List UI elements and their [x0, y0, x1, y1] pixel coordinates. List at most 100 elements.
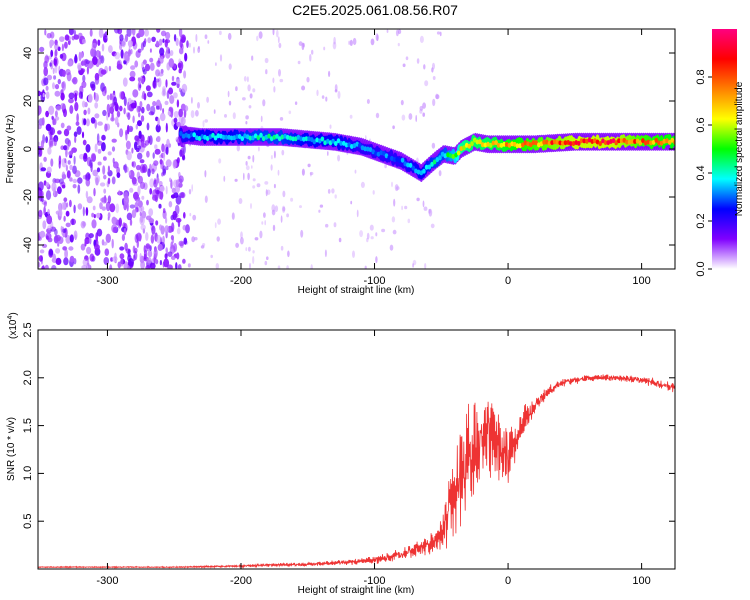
noise-speckle — [164, 253, 168, 259]
signal-cell — [360, 145, 365, 151]
noise-speckle — [391, 216, 396, 223]
signal-cell — [448, 153, 453, 159]
signal-cell — [299, 136, 303, 142]
signal-cell — [224, 134, 229, 140]
signal-cell — [491, 140, 496, 146]
signal-cell — [350, 144, 354, 149]
noise-speckle — [107, 165, 110, 173]
noise-speckle — [46, 235, 49, 240]
noise-speckle — [54, 84, 60, 90]
noise-speckle — [250, 203, 252, 209]
noise-speckle — [171, 81, 177, 86]
noise-speckle — [119, 105, 123, 112]
noise-speckle — [80, 60, 85, 66]
noise-speckle — [86, 246, 92, 255]
noise-speckle — [309, 171, 314, 176]
noise-speckle — [286, 265, 289, 269]
signal-cell — [670, 137, 675, 143]
noise-speckle — [119, 246, 125, 251]
noise-speckle — [43, 201, 47, 207]
noise-speckle — [127, 40, 133, 48]
noise-speckle — [55, 234, 61, 242]
noise-speckle — [66, 125, 72, 131]
noise-speckle — [369, 224, 374, 231]
noise-speckle — [234, 178, 238, 182]
noise-speckle — [126, 29, 132, 37]
noise-speckle — [227, 32, 232, 41]
noise-speckle — [53, 56, 59, 67]
noise-speckle — [316, 89, 319, 97]
noise-speckle — [52, 253, 57, 263]
signal-cell — [261, 136, 266, 142]
noise-speckle — [204, 119, 208, 123]
noise-speckle — [149, 262, 156, 269]
noise-speckle — [43, 77, 49, 86]
noise-speckle — [116, 110, 121, 118]
noise-speckle — [97, 121, 103, 126]
noise-speckle — [111, 146, 116, 152]
noise-speckle — [50, 140, 54, 148]
noise-speckle — [334, 89, 338, 93]
signal-cell — [488, 142, 493, 148]
noise-speckle — [165, 216, 168, 224]
noise-speckle — [38, 123, 42, 130]
signal-cell — [406, 162, 410, 168]
noise-speckle — [431, 142, 436, 149]
noise-speckle — [123, 52, 129, 62]
noise-speckle — [168, 143, 172, 148]
noise-speckle — [324, 249, 327, 258]
noise-speckle — [162, 235, 165, 245]
signal-cell — [384, 153, 389, 159]
noise-speckle — [90, 117, 96, 124]
noise-speckle — [137, 81, 142, 91]
noise-speckle — [84, 240, 87, 247]
noise-speckle — [354, 169, 357, 174]
snr-series — [38, 374, 675, 569]
signal-cell — [641, 138, 645, 144]
noise-speckle — [125, 140, 131, 150]
noise-speckle — [60, 225, 63, 233]
signal-cell — [662, 138, 667, 144]
noise-speckle — [136, 105, 140, 113]
noise-speckle — [85, 178, 91, 187]
noise-speckle — [168, 201, 173, 208]
noise-speckle — [333, 222, 337, 228]
noise-speckle — [81, 131, 85, 139]
noise-speckle — [394, 184, 399, 192]
noise-speckle — [109, 106, 115, 114]
noise-speckle — [129, 70, 136, 78]
noise-speckle — [266, 256, 269, 261]
noise-speckle — [38, 90, 41, 97]
signal-cell — [235, 134, 239, 140]
noise-speckle — [138, 29, 145, 37]
noise-speckle — [91, 212, 95, 218]
colorbar-tick-label: 0.2 — [695, 213, 707, 228]
noise-speckle — [132, 89, 139, 98]
noise-speckle — [132, 254, 136, 262]
noise-speckle — [422, 200, 425, 208]
noise-speckle — [265, 189, 268, 197]
signal-cell — [467, 143, 472, 149]
snr-ticks: -300 -200 -100 0 100 0.5 1.0 1.5 2.0 2.5 — [22, 322, 675, 587]
noise-speckle — [148, 218, 155, 224]
noise-speckle — [52, 82, 55, 90]
noise-speckle — [42, 92, 45, 98]
noise-speckle — [160, 30, 167, 37]
noise-speckle — [163, 258, 170, 268]
noise-speckle — [138, 112, 141, 118]
snr-x-axis-label: Height of straight line (km) — [298, 585, 415, 596]
noise-speckle — [60, 181, 66, 187]
noise-speckle — [176, 99, 180, 108]
noise-speckle — [245, 247, 248, 252]
noise-speckle — [397, 42, 400, 47]
noise-speckle — [278, 42, 282, 49]
noise-speckle — [227, 90, 230, 98]
signal-cell — [382, 151, 386, 157]
y-tick-label: -40 — [22, 237, 34, 253]
noise-speckle — [69, 105, 74, 114]
noise-speckle — [130, 102, 137, 109]
noise-speckle — [92, 169, 99, 177]
noise-speckle — [219, 30, 222, 36]
noise-speckle — [415, 114, 418, 123]
noise-speckle — [271, 209, 276, 216]
